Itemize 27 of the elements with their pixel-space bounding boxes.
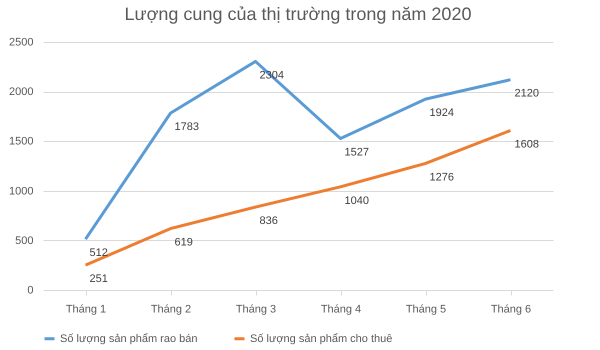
data-label: 251 [90,273,108,286]
x-tick-label: Tháng 1 [66,304,106,316]
data-label: 2120 [514,88,539,100]
x-tick-label: Tháng 3 [236,304,276,316]
legend-label: Số lượng sản phẩm rao bán [60,332,198,345]
data-label: 512 [90,247,108,260]
data-label: 836 [260,215,278,228]
line-series [84,128,512,267]
data-label: 1527 [344,146,369,159]
data-label: 1276 [430,171,454,184]
legend-label: Số lượng sản phẩm cho thuê [250,332,392,345]
chart-title: Lượng cung của thị trường trong năm 2020 [124,4,472,24]
x-tick-label: Tháng 4 [320,304,362,316]
y-tick-label: 0 [27,284,34,296]
data-label: 1783 [174,121,199,134]
data-label: 1924 [430,107,454,120]
y-tick-label: 2000 [9,86,34,98]
x-tick-label: Tháng 6 [490,304,532,316]
y-tick-label: 1500 [9,136,34,148]
x-tick-label: Tháng 5 [406,304,446,316]
y-tick-label: 2500 [9,36,34,48]
y-tick-label: 500 [15,234,34,247]
x-tick-label: Tháng 2 [150,304,192,316]
data-label: 1040 [344,194,369,207]
data-label: 619 [174,236,193,249]
y-tick-label: 1000 [9,185,34,198]
data-label: 1608 [514,138,539,150]
